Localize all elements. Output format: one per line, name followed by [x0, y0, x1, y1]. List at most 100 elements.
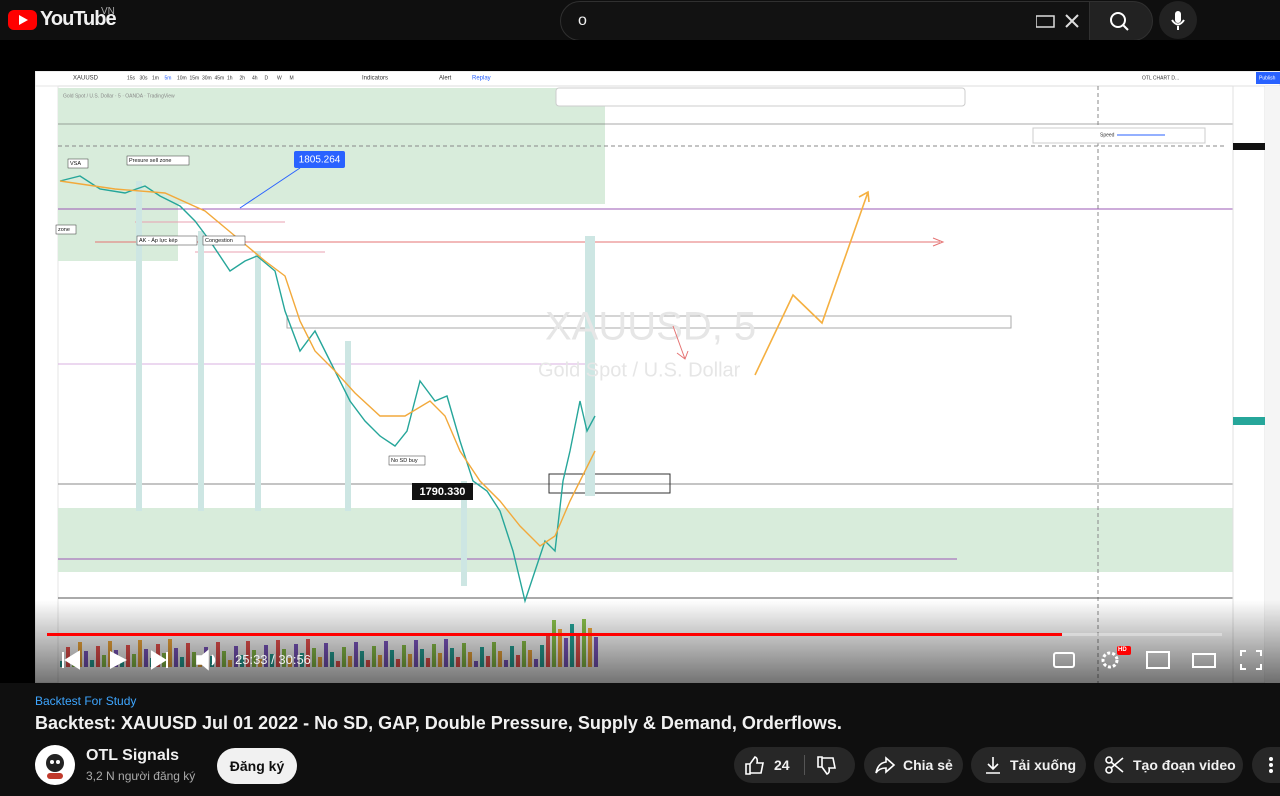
- annotation-box: [202, 235, 246, 246]
- drawing-toolbar: [555, 87, 966, 107]
- share-button[interactable]: Chia sẻ: [864, 747, 963, 783]
- timeframe: 15s: [127, 75, 136, 81]
- timeframe: D: [265, 75, 269, 81]
- play-button[interactable]: [110, 651, 127, 669]
- price-label: 1805.264: [299, 155, 341, 166]
- chart-toolbar: [35, 71, 1280, 87]
- projection-head: [858, 190, 870, 203]
- highlight-column: [198, 231, 204, 511]
- search-button[interactable]: [1089, 1, 1153, 41]
- mic-glyph: [1171, 11, 1185, 30]
- watermark-symbol: XAUUSD, 5: [545, 305, 756, 349]
- progress-played[interactable]: [47, 633, 1062, 636]
- legend: Gold Spot / U.S. Dollar · 5 · OANDA · Tr…: [63, 93, 175, 99]
- timeframe: 1h: [227, 75, 233, 81]
- miniplayer-button[interactable]: [1146, 651, 1170, 669]
- annotations: VSA Presure sell zone zone AK - Áp lực kép C…: [55, 155, 426, 466]
- video-title: Backtest: XAUUSD Jul 01 2022 - No SD, GA…: [35, 713, 842, 733]
- video-player[interactable]: XAUUSD Indicators Alert Replay OTL CHART…: [0, 40, 1280, 683]
- subscriber-count: 3,2 N người đăng ký: [86, 769, 196, 783]
- channel-avatar[interactable]: [35, 745, 75, 785]
- timeframe: 45m: [215, 75, 225, 81]
- highlight-column: [461, 481, 467, 586]
- like-icon[interactable]: [744, 755, 766, 775]
- price-axis: [1232, 85, 1266, 683]
- share-label[interactable]: Chia sẻ: [903, 757, 953, 773]
- search-query[interactable]: o: [578, 12, 587, 29]
- annotation: Presure sell zone: [129, 158, 172, 164]
- annotation: zone: [58, 227, 70, 233]
- chart-frame: XAUUSD Indicators Alert Replay OTL CHART…: [35, 71, 1280, 683]
- region: VN: [101, 6, 115, 17]
- price-line: [59, 175, 596, 604]
- hd-badge: [1117, 646, 1131, 655]
- publish-button: [1256, 72, 1280, 84]
- publish: Publish: [1259, 75, 1276, 81]
- download-icon: [986, 757, 1000, 774]
- next-button[interactable]: [151, 650, 168, 670]
- crosshair-price-marker: [1233, 143, 1265, 150]
- moving-average: [59, 180, 596, 547]
- controls-gradient: [0, 600, 1280, 683]
- timeframe: 1m: [152, 75, 159, 81]
- theater-button[interactable]: [1192, 653, 1216, 668]
- clip-label[interactable]: Tạo đoạn video: [1133, 757, 1236, 773]
- price-label-box: [412, 483, 473, 500]
- avatar-glyph: [46, 754, 64, 779]
- timeframe: M: [290, 75, 294, 81]
- annotation-box: [67, 158, 89, 169]
- clip-icon: [1105, 756, 1124, 774]
- annotation: VSA: [70, 161, 81, 167]
- annotation-box: [55, 224, 77, 235]
- more-button[interactable]: [1252, 747, 1280, 783]
- share-icon: [875, 756, 896, 774]
- timeframe: 15m: [190, 75, 200, 81]
- projection-arrow: [754, 191, 869, 376]
- settings-button[interactable]: [1101, 651, 1119, 669]
- annotation-box: [136, 235, 198, 246]
- logo-icon[interactable]: [8, 10, 37, 30]
- red-arrow-head: [932, 237, 945, 247]
- order-box: [548, 473, 671, 494]
- like-count[interactable]: 24: [774, 757, 790, 773]
- search-box[interactable]: o: [560, 1, 1090, 41]
- highlight-column: [345, 341, 351, 511]
- hd-label: HD: [1118, 647, 1127, 653]
- time-display: 25:33 / 30:56: [235, 652, 311, 667]
- timeframe: 30m: [202, 75, 212, 81]
- price-label-pointer: [239, 167, 301, 209]
- annotation: AK - Áp lực kép: [139, 237, 178, 244]
- previous-button[interactable]: [62, 650, 80, 670]
- fullscreen-button[interactable]: [1240, 650, 1262, 670]
- layout-name: OTL CHART D...: [1142, 75, 1179, 81]
- dislike-icon[interactable]: [816, 756, 838, 776]
- subtitles-button[interactable]: [1053, 652, 1075, 668]
- watermark-name: Gold Spot / U.S. Dollar: [538, 359, 741, 381]
- indicators: Indicators: [362, 76, 388, 82]
- timeframe: W: [277, 75, 282, 81]
- tools-column: [35, 85, 59, 683]
- subscribe-button[interactable]: Đăng ký: [217, 748, 297, 784]
- logo-text[interactable]: YouTube: [40, 8, 117, 30]
- download-label[interactable]: Tải xuống: [1010, 757, 1077, 773]
- search-glyph: [1110, 12, 1129, 31]
- player-right-buttons[interactable]: [1050, 646, 1265, 674]
- timeframes: 15s 30s 1m 5m 10m 15m 30m 45m 1h 2h 4h D W M: [127, 75, 294, 81]
- down-arrow: [672, 325, 689, 360]
- volume-button[interactable]: [196, 649, 216, 671]
- channel-name[interactable]: OTL Signals: [86, 747, 180, 764]
- clip-button[interactable]: Tạo đoạn video: [1094, 747, 1243, 783]
- playback-buttons[interactable]: [55, 646, 225, 674]
- divider: [804, 755, 805, 775]
- play-glyph: [19, 15, 28, 25]
- price-label: 1790.330: [420, 486, 466, 498]
- channel-tag[interactable]: Backtest For Study: [35, 694, 137, 708]
- voice-search[interactable]: [1159, 1, 1197, 39]
- annotation-box: [126, 155, 190, 166]
- download-button[interactable]: Tải xuống: [971, 747, 1086, 783]
- last-price-marker: [1233, 417, 1265, 425]
- more-icon: [1269, 757, 1273, 773]
